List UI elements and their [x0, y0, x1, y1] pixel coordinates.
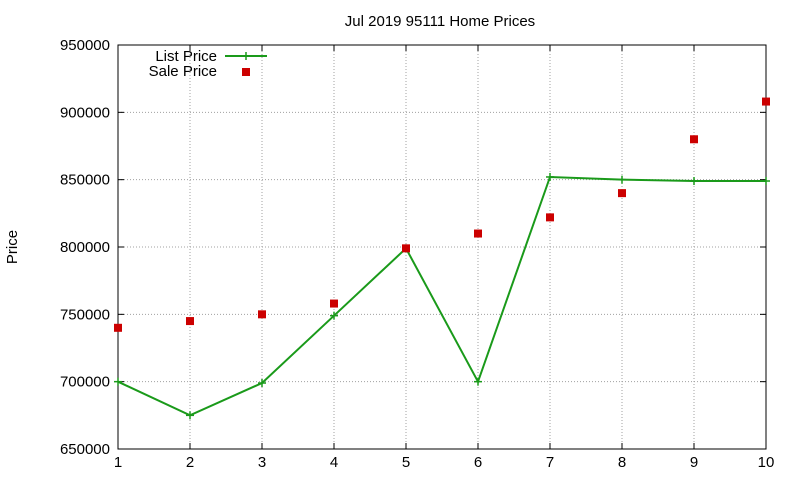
list-price-point [618, 175, 626, 184]
x-tick-label: 5 [402, 454, 410, 471]
legend-swatch-sale-price [242, 68, 250, 76]
sale-price-point [690, 135, 698, 144]
list-price-point [546, 172, 554, 181]
x-tick-label: 6 [474, 454, 482, 471]
sale-price-point [330, 299, 338, 308]
y-tick-label: 650000 [60, 441, 110, 458]
sale-price-point [474, 229, 482, 238]
sale-price-point [114, 323, 122, 332]
list-price-point [258, 379, 266, 388]
x-tick-label: 4 [330, 454, 338, 471]
list-price-point [330, 311, 338, 320]
y-ticks: 650000 700000 750000 800000 850000 900000 9500… [60, 37, 766, 458]
list-price-point [186, 411, 194, 420]
x-tick-label: 10 [758, 454, 775, 471]
list-price-line [117, 175, 766, 417]
sale-price-point [186, 317, 194, 326]
sale-price-point [546, 213, 554, 222]
sale-price-point [402, 244, 410, 253]
y-tick-label: 950000 [60, 37, 110, 54]
series-sale-price [114, 97, 770, 332]
y-tick-label: 850000 [60, 172, 110, 189]
series-list-price [114, 172, 770, 420]
list-price-point [762, 177, 770, 186]
list-price-point [690, 177, 698, 186]
y-tick-label: 700000 [60, 374, 110, 391]
chart-title: Jul 2019 95111 Home Prices [345, 13, 535, 30]
x-tick-label: 7 [546, 454, 554, 471]
y-axis-label: Price [4, 230, 21, 264]
legend-label-sale-price: Sale Price [149, 63, 217, 80]
sale-price-point [762, 97, 770, 106]
x-tick-label: 8 [618, 454, 626, 471]
x-tick-label: 9 [690, 454, 698, 471]
legend: List Price Sale Price [149, 48, 267, 80]
y-tick-label: 800000 [60, 239, 110, 256]
x-ticks: 1 2 3 4 5 6 7 8 9 10 [114, 45, 775, 471]
legend-label-list-price: List Price [155, 48, 217, 65]
x-tick-label: 2 [186, 454, 194, 471]
x-tick-label: 1 [114, 454, 122, 471]
sale-price-point [258, 310, 266, 319]
list-price-point [474, 377, 482, 386]
list-price-point [114, 377, 122, 386]
sale-price-point [618, 189, 626, 198]
y-tick-label: 750000 [60, 306, 110, 323]
x-tick-label: 3 [258, 454, 266, 471]
grid [118, 45, 766, 449]
y-tick-label: 900000 [60, 104, 110, 121]
